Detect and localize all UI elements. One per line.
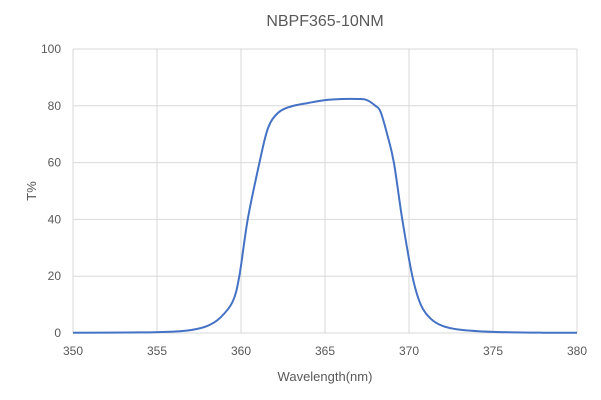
- x-tick-label: 380: [567, 344, 587, 358]
- y-tick-label: 20: [48, 269, 62, 283]
- x-axis-label: Wavelength(nm): [278, 369, 373, 384]
- y-tick-label: 60: [48, 156, 62, 170]
- tick-labels: 0 20 40 60 80 100 350 355 360 365 370 375 380: [41, 42, 587, 358]
- x-tick-label: 360: [231, 344, 251, 358]
- chart-title: NBPF365-10NM: [266, 13, 383, 30]
- y-tick-label: 0: [54, 326, 61, 340]
- y-tick-label: 80: [48, 99, 62, 113]
- y-tick-label: 40: [48, 212, 62, 226]
- gridlines: [72, 48, 578, 334]
- y-tick-label: 100: [41, 42, 61, 56]
- y-axis-label: T%: [24, 181, 39, 201]
- x-tick-label: 370: [399, 344, 419, 358]
- transmission-curve: [72, 97, 578, 334]
- x-tick-label: 375: [483, 344, 503, 358]
- x-tick-label: 350: [63, 344, 83, 358]
- x-tick-label: 365: [315, 344, 335, 358]
- x-tick-label: 355: [147, 344, 167, 358]
